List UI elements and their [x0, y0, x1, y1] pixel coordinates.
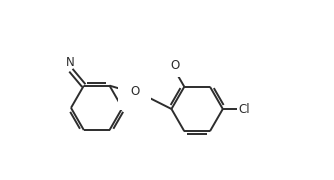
Text: Cl: Cl — [238, 103, 249, 116]
Text: O: O — [130, 85, 139, 98]
Text: O: O — [171, 58, 180, 72]
Text: N: N — [65, 56, 74, 69]
